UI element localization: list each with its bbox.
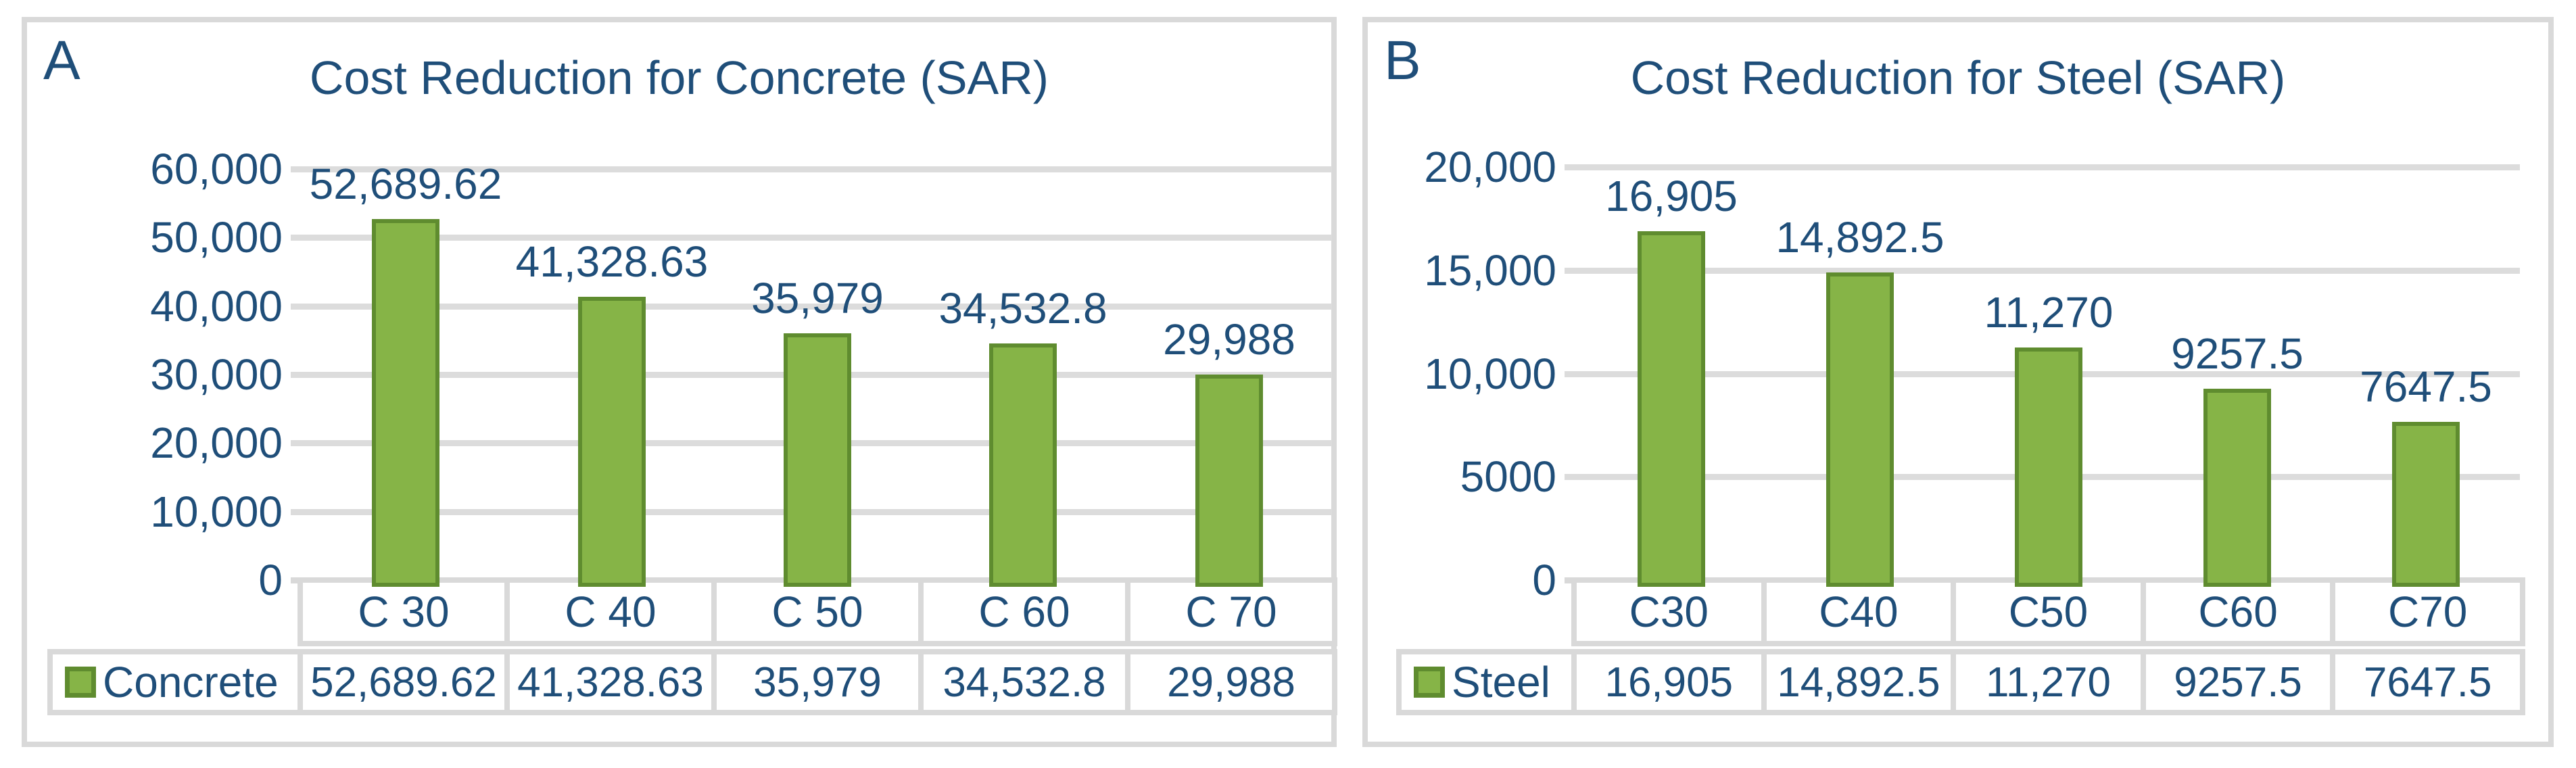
category-cell: C60	[2145, 583, 2331, 641]
y-axis-tick-label: 60,000	[150, 145, 283, 193]
value-cell: 35,979	[717, 654, 918, 710]
bar-c50	[784, 333, 851, 587]
panel-letter-a: A	[43, 30, 80, 91]
bar-data-label: 7647.5	[2360, 362, 2492, 411]
category-row: C 30 C 40 C 50 C 60 C 70	[297, 577, 1337, 646]
gridline	[291, 235, 1332, 241]
category-row: C30 C40 C50 C60 C70	[1571, 577, 2525, 646]
category-cell: C 70	[1130, 583, 1332, 641]
bar-c60	[989, 343, 1057, 587]
bar-c60	[2203, 389, 2271, 587]
bar-data-label: 29,988	[1163, 315, 1295, 364]
legend-label: Concrete	[103, 658, 279, 706]
bar-data-label: 16,905	[1605, 172, 1738, 220]
y-axis-tick-label: 20,000	[1424, 143, 1556, 191]
value-cell: 41,328.63	[510, 654, 711, 710]
category-cell: C40	[1766, 583, 1951, 641]
bar-data-label: 34,532.8	[938, 284, 1107, 333]
value-cell: 34,532.8	[924, 654, 1125, 710]
bar-data-label: 52,689.62	[309, 160, 502, 208]
y-axis-tick-label: 20,000	[150, 418, 283, 467]
bar-data-label: 9257.5	[2171, 329, 2304, 378]
bar-c50	[2015, 347, 2082, 587]
value-cell: 16,905	[1577, 654, 1761, 710]
bar-data-label: 35,979	[751, 274, 884, 322]
value-row: Concrete 52,689.62 41,328.63 35,979 34,532.8…	[47, 649, 1337, 715]
value-row: Steel 16,905 14,892.5 11,270 9257.5 7647.5	[1396, 649, 2525, 715]
y-axis-tick-label: 15,000	[1424, 246, 1556, 295]
category-cell: C 40	[510, 583, 711, 641]
legend-swatch-icon	[65, 667, 96, 698]
chart-panel-steel: B Cost Reduction for Steel (SAR) 20,000 1…	[1362, 17, 2554, 747]
legend-cell: Steel	[1402, 654, 1571, 710]
bar-data-label: 11,270	[1984, 288, 2114, 337]
legend-label: Steel	[1452, 658, 1550, 706]
y-axis-tick-label: 10,000	[150, 487, 283, 536]
y-axis-tick-label: 40,000	[150, 282, 283, 331]
gridline	[1565, 268, 2520, 274]
bar-c70	[2392, 422, 2460, 587]
category-cell: C30	[1577, 583, 1761, 641]
y-axis-tick-label: 0	[1532, 556, 1556, 604]
gridline	[291, 166, 1332, 172]
bar-c30	[1638, 231, 1705, 587]
value-cell: 52,689.62	[303, 654, 504, 710]
panel-letter-b: B	[1384, 30, 1421, 91]
gridline	[1565, 164, 2520, 170]
bar-c40	[1826, 272, 1894, 587]
value-cell: 7647.5	[2335, 654, 2520, 710]
bar-data-label: 41,328.63	[515, 237, 709, 286]
chart-title-steel: Cost Reduction for Steel (SAR)	[1630, 51, 2286, 104]
category-cell: C70	[2335, 583, 2520, 641]
y-axis-tick-label: 0	[258, 556, 283, 604]
y-axis-tick-label: 10,000	[1424, 350, 1556, 398]
legend-cell: Concrete	[53, 654, 297, 710]
chart-panel-concrete: A Cost Reduction for Concrete (SAR) 60,0…	[22, 17, 1337, 747]
category-cell: C 50	[717, 583, 918, 641]
category-cell: C 60	[924, 583, 1125, 641]
bar-c70	[1195, 375, 1263, 587]
bar-c40	[578, 297, 646, 587]
value-cell: 29,988	[1130, 654, 1332, 710]
legend-swatch-icon	[1414, 667, 1445, 698]
category-cell: C 30	[303, 583, 504, 641]
chart-title-concrete: Cost Reduction for Concrete (SAR)	[309, 51, 1049, 104]
y-axis-tick-label: 30,000	[150, 350, 283, 399]
value-cell: 9257.5	[2145, 654, 2331, 710]
category-cell: C50	[1956, 583, 2141, 641]
y-axis-tick-label: 5000	[1460, 452, 1556, 501]
bar-data-label: 14,892.5	[1775, 213, 1945, 262]
value-cell: 14,892.5	[1766, 654, 1951, 710]
gridline	[291, 304, 1332, 310]
y-axis-tick-label: 50,000	[150, 213, 283, 262]
bar-c30	[372, 219, 439, 587]
value-cell: 11,270	[1956, 654, 2141, 710]
